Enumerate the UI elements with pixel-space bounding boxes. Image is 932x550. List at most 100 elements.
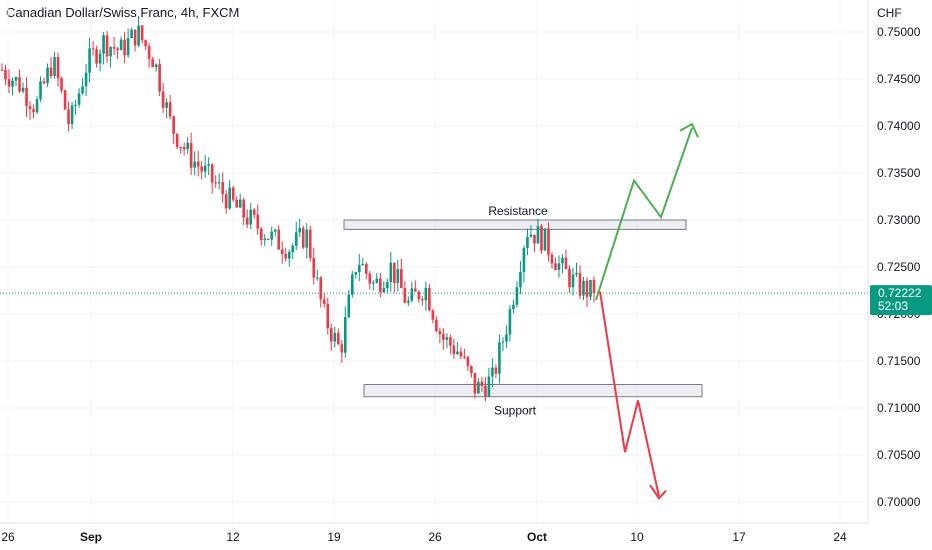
candle-body bbox=[466, 356, 470, 367]
candle bbox=[449, 334, 452, 355]
candle-body bbox=[119, 39, 123, 51]
candle-body bbox=[287, 252, 291, 259]
candle bbox=[529, 225, 533, 238]
candle bbox=[123, 31, 126, 64]
candle-body bbox=[400, 269, 403, 289]
candle bbox=[259, 226, 263, 246]
candle-body bbox=[428, 288, 431, 311]
candle bbox=[379, 273, 382, 298]
candle bbox=[466, 355, 470, 372]
candle-body bbox=[340, 344, 344, 353]
candle bbox=[4, 64, 7, 85]
candle-body bbox=[578, 272, 582, 296]
candle bbox=[438, 327, 442, 344]
candle-body bbox=[109, 46, 112, 57]
candle bbox=[498, 334, 501, 384]
last-price-value: 0.72222 bbox=[878, 286, 922, 300]
candle bbox=[256, 204, 260, 235]
price-tick-label: 0.73000 bbox=[877, 213, 921, 227]
candle bbox=[151, 56, 154, 68]
candle-body bbox=[154, 64, 158, 68]
candle bbox=[375, 273, 379, 284]
candle bbox=[505, 325, 508, 349]
candle-body bbox=[368, 273, 372, 284]
candle-body bbox=[403, 288, 407, 303]
candle-body bbox=[505, 334, 508, 342]
candle bbox=[175, 133, 179, 150]
time-tick-label: 17 bbox=[732, 530, 746, 544]
candle-body bbox=[470, 366, 473, 374]
time-ticks: 26 Sep 12 19 26 Oct 10 17 24 bbox=[1, 530, 847, 544]
candle-body bbox=[266, 238, 270, 240]
candle-body bbox=[498, 342, 501, 374]
price-tick-label: 0.71000 bbox=[877, 401, 921, 415]
candle-body bbox=[252, 209, 256, 215]
candle-body bbox=[126, 38, 130, 56]
candle bbox=[396, 259, 400, 292]
chart-title: Canadian Dollar/Swiss Franc, 4h, FXCM bbox=[6, 5, 240, 20]
candle bbox=[56, 52, 60, 87]
candle bbox=[301, 225, 305, 250]
candle-body bbox=[49, 67, 53, 76]
price-tick-label: 0.75000 bbox=[877, 25, 921, 39]
bearish-projection-arrow[interactable] bbox=[599, 291, 660, 497]
candle bbox=[459, 346, 463, 360]
price-ticks: 0.700000.705000.710000.715000.720000.725… bbox=[877, 25, 921, 509]
candle-body bbox=[165, 102, 168, 108]
candle bbox=[147, 42, 151, 68]
time-tick-label: 24 bbox=[833, 530, 847, 544]
candle-body bbox=[56, 57, 60, 79]
candle-body bbox=[228, 187, 231, 209]
candle-body bbox=[74, 104, 77, 106]
support-zone[interactable] bbox=[363, 384, 703, 398]
candle-body bbox=[424, 288, 428, 301]
candle bbox=[182, 142, 186, 156]
candle-body bbox=[343, 317, 347, 353]
candle-body bbox=[445, 337, 449, 340]
candle bbox=[144, 39, 147, 51]
candle bbox=[235, 196, 238, 208]
candle-body bbox=[336, 332, 340, 345]
bullish-projection-arrow[interactable] bbox=[595, 127, 693, 301]
candle-body bbox=[491, 367, 494, 377]
candle-body bbox=[568, 269, 571, 288]
candle-body bbox=[414, 288, 417, 292]
resistance-zone[interactable] bbox=[343, 219, 687, 230]
candle bbox=[109, 45, 112, 68]
candle-body bbox=[112, 46, 116, 49]
candle bbox=[0, 63, 4, 72]
candle bbox=[273, 228, 277, 237]
candle bbox=[589, 279, 592, 301]
candle-body bbox=[379, 278, 382, 293]
candle bbox=[322, 292, 326, 308]
candle bbox=[154, 63, 158, 72]
candle-body bbox=[11, 80, 14, 87]
projection-arrows bbox=[595, 122, 699, 500]
candle-body bbox=[91, 48, 95, 50]
price-tick-label: 0.74500 bbox=[877, 72, 921, 86]
candle-body bbox=[210, 164, 214, 183]
candle bbox=[161, 82, 165, 113]
candle-body bbox=[284, 253, 288, 259]
candle-body bbox=[200, 166, 203, 172]
candle bbox=[189, 132, 193, 176]
candle-body bbox=[280, 249, 284, 254]
candle-body bbox=[522, 248, 526, 272]
candle-body bbox=[203, 165, 207, 172]
candle bbox=[81, 77, 84, 95]
grid bbox=[0, 0, 868, 523]
candle bbox=[186, 136, 189, 155]
candle-body bbox=[291, 245, 295, 253]
candle bbox=[70, 101, 74, 129]
candle bbox=[543, 228, 547, 251]
candle-body bbox=[140, 25, 144, 41]
candle bbox=[536, 218, 540, 244]
price-tick-label: 0.71500 bbox=[877, 354, 921, 368]
candle-body bbox=[526, 236, 529, 249]
candle-body bbox=[435, 319, 438, 332]
candle-body bbox=[189, 142, 193, 168]
candle-body bbox=[431, 310, 435, 320]
candle-body bbox=[582, 280, 585, 296]
candle-body bbox=[508, 309, 512, 335]
